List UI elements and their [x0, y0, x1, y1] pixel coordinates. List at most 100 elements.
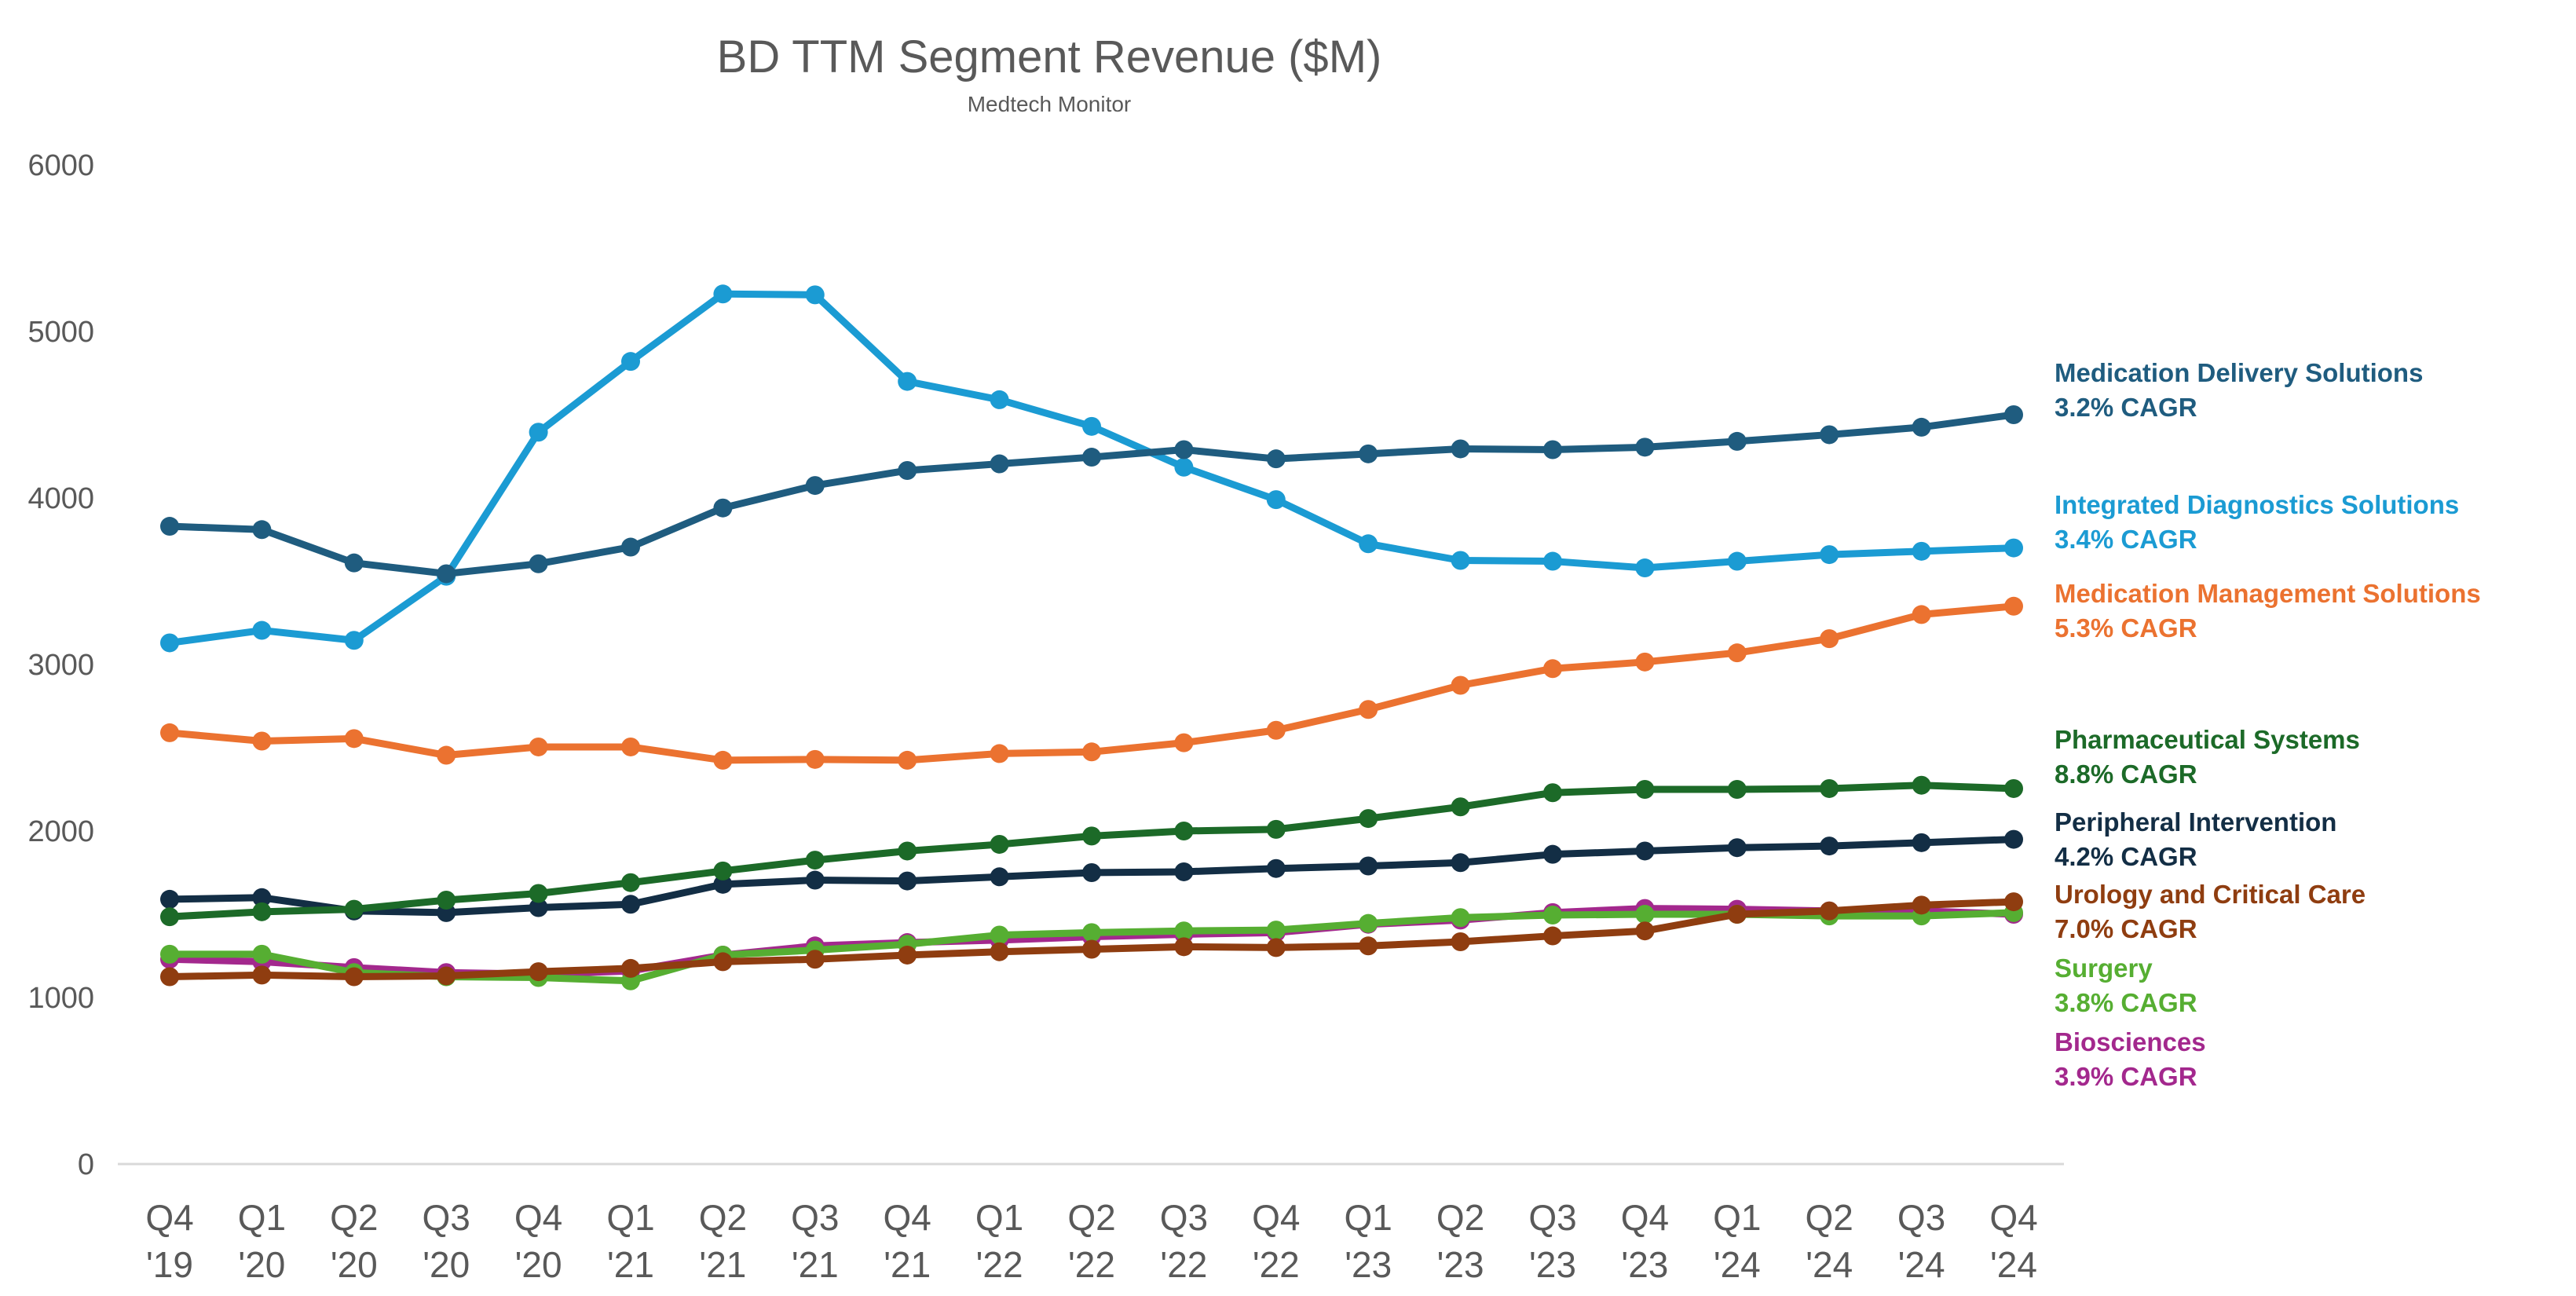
data-point-urology-and-critical-care: [529, 962, 548, 982]
data-point-medication-delivery-solutions: [805, 476, 825, 496]
data-point-surgery: [1543, 906, 1562, 925]
x-tick-quarter: Q2: [699, 1197, 747, 1238]
data-point-urology-and-critical-care: [1082, 939, 1101, 959]
data-point-medication-delivery-solutions: [1174, 440, 1194, 459]
data-point-pharmaceutical-systems: [252, 902, 272, 921]
data-point-peripheral-intervention: [1174, 862, 1194, 881]
data-point-medication-management-solutions: [1912, 605, 1931, 624]
data-point-integrated-diagnostics-solutions: [898, 372, 917, 391]
data-point-medication-delivery-solutions: [1451, 439, 1470, 459]
x-tick-year: '22: [1253, 1244, 1300, 1285]
x-tick-year: '22: [1160, 1244, 1207, 1285]
x-tick-quarter: Q4: [1989, 1197, 2037, 1238]
data-point-pharmaceutical-systems: [1266, 819, 1286, 839]
x-tick-year: '20: [515, 1244, 562, 1285]
data-point-urology-and-critical-care: [990, 942, 1009, 961]
x-tick-year: '21: [792, 1244, 839, 1285]
x-tick-year: '21: [607, 1244, 654, 1285]
x-tick-quarter: Q3: [791, 1197, 839, 1238]
data-point-integrated-diagnostics-solutions: [1727, 551, 1747, 571]
x-tick-quarter: Q4: [884, 1197, 931, 1238]
data-point-surgery: [990, 925, 1009, 945]
data-point-pharmaceutical-systems: [1451, 797, 1470, 817]
data-point-integrated-diagnostics-solutions: [529, 423, 548, 442]
x-tick-year: '24: [1714, 1244, 1761, 1285]
data-point-medication-delivery-solutions: [1543, 440, 1562, 459]
x-tick-quarter: Q3: [1897, 1197, 1945, 1238]
series-medication-management-solutions: [160, 596, 2023, 770]
x-tick-quarter: Q3: [423, 1197, 470, 1238]
data-point-peripheral-intervention: [1543, 844, 1562, 864]
legend-entry-urology-and-critical-care: Urology and Critical Care 7.0% CAGR: [2055, 880, 2366, 943]
data-point-medication-management-solutions: [2004, 596, 2023, 616]
x-tick-year: '21: [884, 1244, 931, 1285]
data-point-surgery: [1174, 921, 1194, 941]
data-point-pharmaceutical-systems: [621, 873, 640, 892]
series-peripheral-intervention: [160, 829, 2023, 922]
data-point-medication-management-solutions: [990, 744, 1009, 763]
data-point-medication-management-solutions: [1451, 675, 1470, 695]
data-point-urology-and-critical-care: [252, 965, 272, 985]
y-tick-label: 6000: [27, 149, 94, 182]
x-tick-quarter: Q2: [1067, 1197, 1115, 1238]
data-point-pharmaceutical-systems: [1727, 780, 1747, 799]
x-tick-quarter: Q4: [1252, 1197, 1300, 1238]
x-tick-year: '23: [1621, 1244, 1668, 1285]
data-point-medication-management-solutions: [1359, 700, 1378, 719]
series-line-integrated-diagnostics-solutions: [166, 290, 2018, 646]
data-point-urology-and-critical-care: [621, 958, 640, 978]
data-point-medication-delivery-solutions: [437, 564, 456, 584]
x-tick-year: '22: [1068, 1244, 1115, 1285]
x-tick-year: '23: [1345, 1244, 1392, 1285]
x-tick-year: '20: [331, 1244, 378, 1285]
series-group: [160, 284, 2023, 990]
data-point-medication-management-solutions: [1174, 733, 1194, 752]
x-tick-quarter: Q4: [1621, 1197, 1669, 1238]
data-point-peripheral-intervention: [1082, 863, 1101, 882]
data-point-medication-management-solutions: [1266, 720, 1286, 740]
data-point-medication-delivery-solutions: [1727, 431, 1747, 451]
legend: Medication Delivery Solutions 3.2% CAGR In…: [2055, 358, 2481, 1091]
data-point-urology-and-critical-care: [898, 945, 917, 965]
x-tick-quarter: Q1: [1345, 1197, 1392, 1238]
legend-name: Peripheral Intervention: [2055, 807, 2336, 837]
data-point-medication-delivery-solutions: [1082, 448, 1101, 467]
data-point-medication-delivery-solutions: [1635, 437, 1655, 457]
data-point-medication-delivery-solutions: [1359, 444, 1378, 463]
data-point-integrated-diagnostics-solutions: [160, 633, 179, 653]
data-point-medication-management-solutions: [252, 731, 272, 751]
data-point-surgery: [252, 944, 272, 964]
legend-entry-surgery: Surgery 3.8% CAGR: [2055, 954, 2197, 1017]
y-axis: 0 1000 2000 3000 4000 5000 6000: [27, 149, 94, 1181]
data-point-medication-management-solutions: [160, 723, 179, 742]
data-point-pharmaceutical-systems: [713, 861, 733, 880]
data-point-medication-management-solutions: [1543, 659, 1562, 679]
x-tick-quarter: Q1: [1713, 1197, 1761, 1238]
data-point-peripheral-intervention: [805, 870, 825, 890]
data-point-peripheral-intervention: [1820, 837, 1839, 856]
data-point-pharmaceutical-systems: [1635, 780, 1655, 799]
x-tick-year: '22: [976, 1244, 1023, 1285]
x-tick-quarter: Q1: [975, 1197, 1023, 1238]
data-point-pharmaceutical-systems: [805, 851, 825, 870]
data-point-urology-and-critical-care: [1820, 901, 1839, 921]
data-point-integrated-diagnostics-solutions: [1635, 558, 1655, 578]
data-point-pharmaceutical-systems: [437, 890, 456, 910]
data-point-medication-delivery-solutions: [160, 517, 179, 536]
data-point-integrated-diagnostics-solutions: [1451, 551, 1470, 570]
data-point-medication-management-solutions: [1820, 629, 1839, 649]
data-point-integrated-diagnostics-solutions: [1082, 416, 1101, 436]
x-tick-quarter: Q2: [1806, 1197, 1853, 1238]
x-tick-quarter: Q3: [1160, 1197, 1208, 1238]
legend-cagr: 3.9% CAGR: [2055, 1062, 2197, 1091]
data-point-integrated-diagnostics-solutions: [621, 352, 640, 372]
data-point-pharmaceutical-systems: [1912, 775, 1931, 795]
legend-entry-biosciences: Biosciences 3.9% CAGR: [2055, 1027, 2206, 1091]
legend-cagr: 4.2% CAGR: [2055, 842, 2197, 871]
legend-entry-medication-delivery-solutions: Medication Delivery Solutions 3.2% CAGR: [2055, 358, 2423, 422]
data-point-peripheral-intervention: [160, 889, 179, 909]
data-point-medication-delivery-solutions: [713, 498, 733, 518]
data-point-medication-delivery-solutions: [898, 461, 917, 481]
data-point-urology-and-critical-care: [2004, 892, 2023, 912]
series-urology-and-critical-care: [160, 892, 2023, 987]
